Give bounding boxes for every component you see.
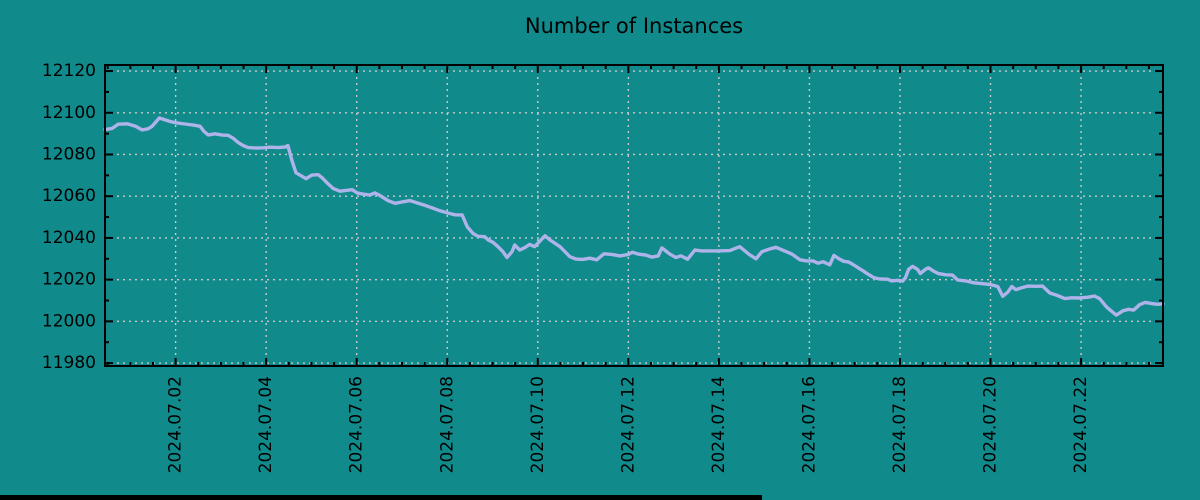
x-tick-label: 2024.07.20 <box>981 376 1001 473</box>
x-tick-label: 2024.07.02 <box>166 376 186 473</box>
y-tick-label: 12120 <box>42 61 96 81</box>
x-tick-label: 2024.07.18 <box>890 376 910 473</box>
x-tick-label: 2024.07.12 <box>618 376 638 473</box>
x-tick-label: 2024.07.08 <box>437 376 457 473</box>
plot-border <box>104 64 1164 367</box>
bottom-edge-strip <box>0 495 762 500</box>
y-tick-label: 11980 <box>42 353 96 373</box>
x-tick-label: 2024.07.06 <box>347 376 367 473</box>
data-series-line <box>103 116 1165 317</box>
y-tick-label: 12100 <box>42 103 96 123</box>
y-tick-label: 12000 <box>42 311 96 331</box>
chart-title: Number of Instances <box>524 14 744 38</box>
y-tick-label: 12020 <box>42 270 96 290</box>
x-tick-label: 2024.07.04 <box>256 376 276 473</box>
y-tick-label: 12060 <box>42 186 96 206</box>
x-tick-label: 2024.07.14 <box>709 376 729 473</box>
x-tick-label: 2024.07.10 <box>528 376 548 473</box>
y-tick-label: 12080 <box>42 144 96 164</box>
x-tick-label: 2024.07.22 <box>1071 376 1091 473</box>
y-tick-label: 12040 <box>42 228 96 248</box>
x-tick-label: 2024.07.16 <box>799 376 819 473</box>
